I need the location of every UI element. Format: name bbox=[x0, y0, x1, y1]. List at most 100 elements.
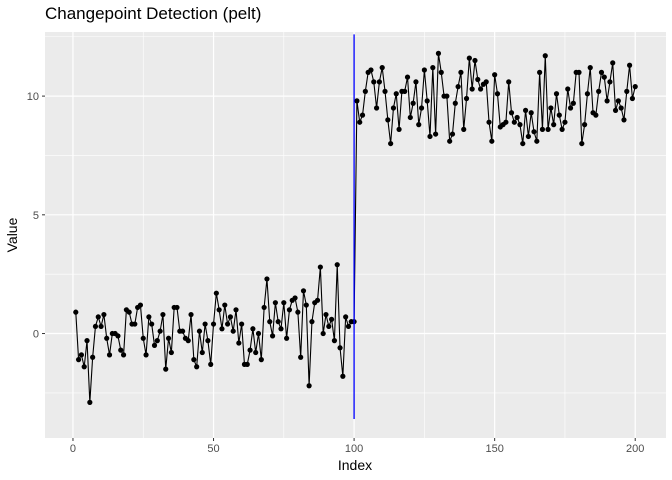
data-point bbox=[278, 326, 284, 332]
data-point bbox=[452, 100, 458, 106]
series-layer bbox=[73, 50, 638, 405]
data-point bbox=[343, 314, 349, 320]
data-point bbox=[632, 84, 638, 90]
data-point bbox=[551, 122, 557, 128]
data-point bbox=[489, 138, 495, 144]
data-point bbox=[255, 330, 262, 337]
data-point bbox=[416, 122, 422, 128]
x-tick-label: 50 bbox=[207, 443, 219, 455]
data-point bbox=[98, 323, 104, 330]
data-point bbox=[250, 326, 256, 332]
data-point bbox=[101, 311, 107, 318]
data-point bbox=[188, 311, 194, 318]
data-point bbox=[615, 98, 621, 104]
data-point bbox=[222, 302, 228, 308]
data-point bbox=[160, 311, 166, 318]
data-point bbox=[424, 98, 430, 104]
data-point bbox=[601, 74, 607, 80]
data-point bbox=[340, 373, 346, 379]
data-point bbox=[618, 105, 624, 111]
x-tick-label: 150 bbox=[485, 443, 503, 455]
x-tick-label: 200 bbox=[626, 443, 644, 455]
data-point bbox=[224, 321, 231, 327]
data-point bbox=[106, 352, 113, 358]
data-point bbox=[154, 338, 160, 344]
data-point bbox=[362, 88, 368, 94]
data-point bbox=[565, 86, 571, 92]
data-point bbox=[81, 364, 87, 370]
data-point bbox=[208, 361, 214, 367]
data-point bbox=[331, 338, 338, 344]
data-point bbox=[163, 366, 169, 372]
data-point bbox=[244, 361, 250, 367]
data-point bbox=[382, 88, 388, 94]
data-point bbox=[421, 67, 427, 73]
data-point bbox=[329, 316, 335, 322]
data-point bbox=[455, 84, 461, 90]
data-point bbox=[202, 321, 208, 327]
data-point bbox=[174, 304, 180, 311]
data-point bbox=[253, 349, 259, 356]
y-tick-label: 5 bbox=[33, 210, 39, 222]
data-point bbox=[621, 117, 627, 123]
data-point bbox=[286, 307, 293, 313]
data-point bbox=[506, 79, 512, 85]
x-axis-title: Index bbox=[338, 457, 372, 473]
data-point bbox=[492, 72, 498, 78]
data-point bbox=[73, 309, 79, 315]
data-point bbox=[385, 117, 391, 123]
data-point bbox=[396, 126, 402, 132]
data-point bbox=[433, 131, 439, 137]
data-point bbox=[230, 328, 236, 334]
data-point bbox=[559, 126, 565, 132]
data-point bbox=[542, 53, 548, 59]
data-point bbox=[314, 297, 321, 303]
data-point bbox=[508, 110, 515, 116]
data-point bbox=[610, 60, 616, 66]
data-point bbox=[267, 319, 273, 325]
data-point bbox=[191, 357, 197, 363]
data-point bbox=[525, 133, 531, 140]
data-point bbox=[371, 79, 377, 85]
data-point bbox=[503, 119, 509, 125]
data-point bbox=[120, 352, 127, 358]
data-point bbox=[520, 140, 526, 147]
data-point bbox=[216, 307, 222, 313]
data-point bbox=[320, 330, 326, 337]
data-point bbox=[596, 88, 602, 94]
data-point bbox=[430, 65, 436, 71]
data-point bbox=[309, 319, 315, 325]
data-point bbox=[146, 314, 152, 320]
data-point bbox=[582, 122, 588, 128]
y-axis-title: Value bbox=[4, 217, 20, 252]
data-point bbox=[388, 140, 394, 147]
data-point bbox=[587, 65, 593, 71]
data-point bbox=[165, 335, 172, 341]
data-point bbox=[104, 335, 110, 341]
y-tick-label: 10 bbox=[27, 91, 39, 103]
data-point bbox=[469, 86, 475, 92]
data-point bbox=[87, 399, 93, 405]
data-point bbox=[413, 79, 419, 85]
data-point bbox=[393, 91, 399, 97]
data-point bbox=[298, 354, 304, 360]
data-point bbox=[151, 342, 158, 348]
data-point bbox=[337, 345, 343, 351]
data-point bbox=[553, 91, 560, 97]
data-point bbox=[626, 62, 633, 68]
grid-layer bbox=[45, 32, 666, 438]
data-point bbox=[334, 262, 340, 268]
data-point bbox=[435, 50, 442, 56]
data-point bbox=[607, 79, 613, 85]
data-point bbox=[115, 333, 121, 339]
data-point bbox=[466, 55, 472, 61]
data-point bbox=[359, 112, 366, 118]
data-point bbox=[185, 338, 191, 344]
data-point bbox=[449, 131, 456, 137]
data-point bbox=[629, 95, 636, 102]
data-point bbox=[354, 98, 360, 104]
data-point bbox=[537, 69, 543, 75]
data-point bbox=[137, 302, 144, 308]
